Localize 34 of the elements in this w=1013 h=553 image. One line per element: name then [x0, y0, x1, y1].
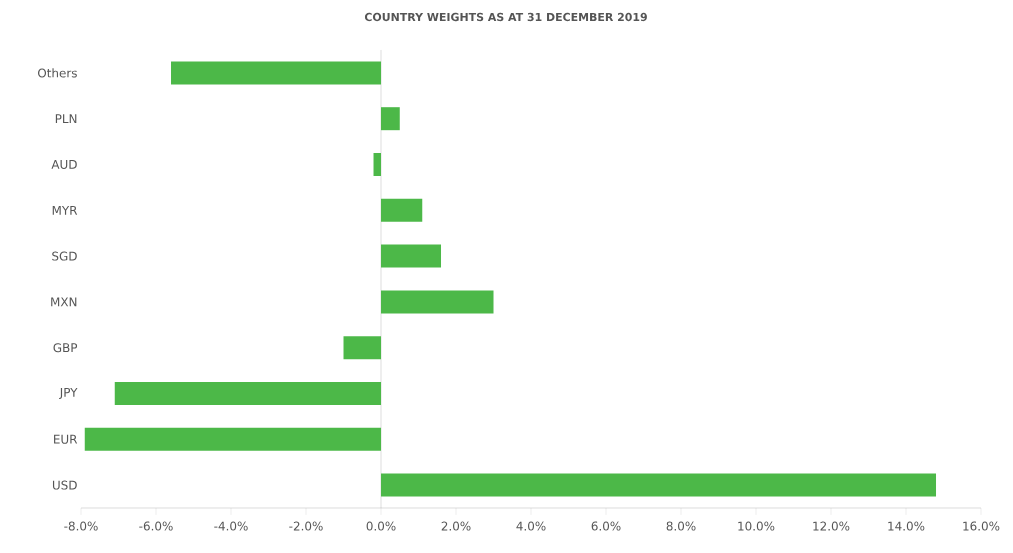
x-tick-label: -8.0%	[64, 521, 98, 531]
x-tick-label: -4.0%	[214, 521, 248, 531]
bar	[381, 107, 400, 131]
x-tick-label: -6.0%	[139, 521, 173, 531]
x-tick-label: 10.0%	[738, 521, 775, 531]
bar	[381, 244, 442, 268]
bar	[381, 198, 423, 222]
y-tick-label: SGD	[52, 251, 77, 261]
bar	[381, 290, 494, 314]
y-tick-label: AUD	[51, 160, 77, 169]
y-tick-label: MYR	[52, 205, 78, 215]
x-tick-label: 0.0%	[366, 521, 396, 531]
x-tick-label: 6.0%	[591, 521, 621, 531]
bar	[343, 336, 382, 360]
x-tick-label: 14.0%	[888, 521, 925, 531]
chart-title: COUNTRY WEIGHTS AS AT 31 DECEMBER 2019	[364, 12, 647, 22]
y-tick-label: MXN	[51, 297, 77, 307]
y-tick-label: PLN	[55, 114, 77, 124]
x-tick-label: 2.0%	[441, 521, 471, 531]
x-tick-label: -2.0%	[289, 521, 323, 531]
y-tick-label: USD	[52, 480, 77, 490]
bar	[373, 152, 382, 176]
y-tick-label: EUR	[54, 434, 78, 444]
x-tick-label: 16.0%	[963, 521, 1000, 531]
bar	[171, 61, 382, 85]
x-tick-label: 8.0%	[666, 521, 696, 531]
y-tick-label: JPY	[59, 387, 78, 400]
x-tick-label: 4.0%	[516, 521, 546, 531]
y-tick-label: GBP	[53, 343, 78, 353]
x-tick-label: 12.0%	[813, 521, 850, 531]
bar	[114, 381, 382, 405]
y-tick-label: Others	[37, 68, 77, 78]
bar	[381, 473, 937, 497]
bar	[84, 427, 382, 451]
